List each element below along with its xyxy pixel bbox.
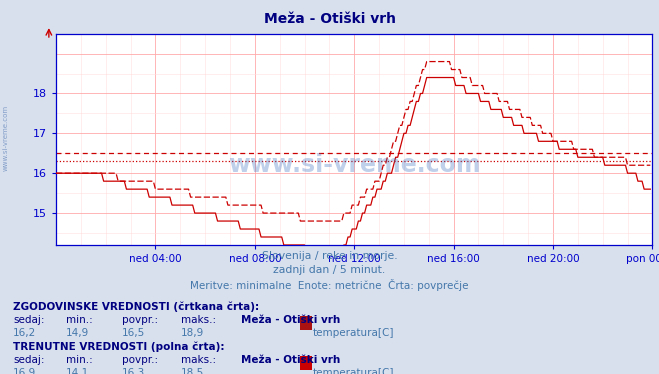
Text: Meža - Otiški vrh: Meža - Otiški vrh — [241, 315, 340, 325]
Text: povpr.:: povpr.: — [122, 315, 158, 325]
Text: 16,3: 16,3 — [122, 368, 145, 374]
Text: www.si-vreme.com: www.si-vreme.com — [2, 105, 9, 171]
Text: povpr.:: povpr.: — [122, 355, 158, 365]
Text: www.si-vreme.com: www.si-vreme.com — [228, 153, 480, 177]
Text: 16,5: 16,5 — [122, 328, 145, 338]
Text: temperatura[C]: temperatura[C] — [313, 328, 395, 338]
Text: sedaj:: sedaj: — [13, 355, 45, 365]
Text: maks.:: maks.: — [181, 315, 216, 325]
Text: temperatura[C]: temperatura[C] — [313, 368, 395, 374]
Text: sedaj:: sedaj: — [13, 315, 45, 325]
Text: 14,9: 14,9 — [66, 328, 89, 338]
Text: 16,9: 16,9 — [13, 368, 36, 374]
Text: min.:: min.: — [66, 355, 93, 365]
Text: Meritve: minimalne  Enote: metrične  Črta: povprečje: Meritve: minimalne Enote: metrične Črta:… — [190, 279, 469, 291]
Text: Slovenija / reke in morje.: Slovenija / reke in morje. — [262, 251, 397, 261]
Text: maks.:: maks.: — [181, 355, 216, 365]
Text: Meža - Otiški vrh: Meža - Otiški vrh — [264, 12, 395, 26]
Text: zadnji dan / 5 minut.: zadnji dan / 5 minut. — [273, 265, 386, 275]
Text: ZGODOVINSKE VREDNOSTI (črtkana črta):: ZGODOVINSKE VREDNOSTI (črtkana črta): — [13, 301, 259, 312]
Text: 16,2: 16,2 — [13, 328, 36, 338]
Text: Meža - Otiški vrh: Meža - Otiški vrh — [241, 355, 340, 365]
Text: 18,5: 18,5 — [181, 368, 204, 374]
Text: TRENUTNE VREDNOSTI (polna črta):: TRENUTNE VREDNOSTI (polna črta): — [13, 341, 225, 352]
Text: 18,9: 18,9 — [181, 328, 204, 338]
Text: min.:: min.: — [66, 315, 93, 325]
Text: 14,1: 14,1 — [66, 368, 89, 374]
